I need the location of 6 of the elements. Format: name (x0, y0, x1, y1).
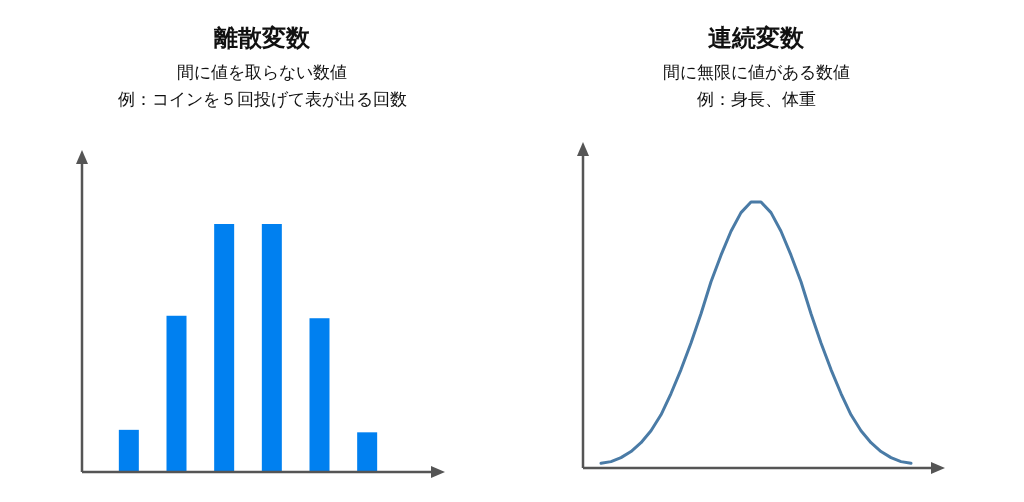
subtitle: 間に値を取らない数値 (177, 62, 347, 82)
annotation: 例：身長、体重 (696, 89, 816, 109)
annotation: 例：コインを５回投げて表が出る回数 (117, 89, 407, 109)
title: 離散変数 (214, 24, 310, 52)
title: 連続変数 (708, 24, 804, 52)
subtitle: 間に無限に値がある数値 (662, 62, 850, 82)
